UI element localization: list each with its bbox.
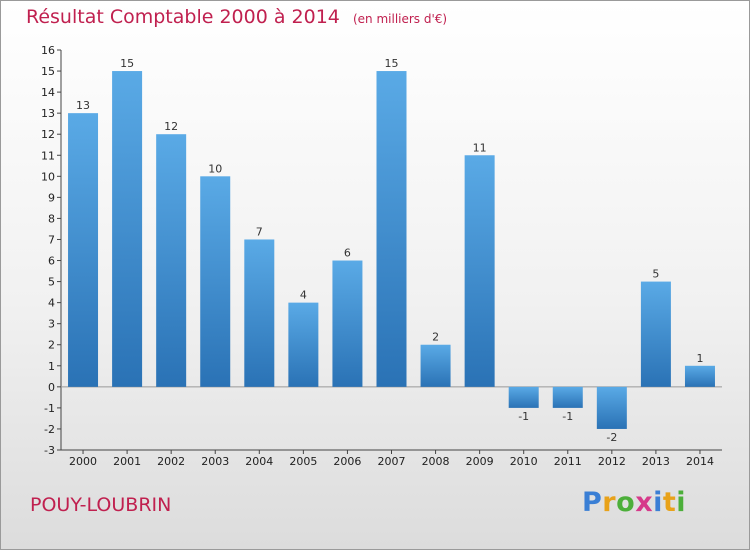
data-label: 12 — [164, 120, 178, 133]
y-tick-label: 7 — [48, 233, 55, 246]
x-tick-label: 2013 — [642, 455, 670, 468]
data-label: -1 — [562, 410, 573, 423]
x-tick-label: 2011 — [554, 455, 582, 468]
bar — [420, 344, 451, 387]
y-tick-label: 9 — [48, 191, 55, 204]
x-tick-label: 2006 — [333, 455, 361, 468]
x-tick-label: 2007 — [378, 455, 406, 468]
data-label: 15 — [385, 57, 399, 70]
data-label: 11 — [473, 141, 487, 154]
y-tick-label: -2 — [44, 423, 55, 436]
bar — [640, 281, 671, 387]
y-tick-label: 6 — [48, 255, 55, 268]
y-tick-label: 3 — [48, 318, 55, 331]
y-tick-label: 14 — [41, 86, 55, 99]
bar — [244, 239, 275, 387]
x-tick-label: 2005 — [289, 455, 317, 468]
chart-title-block: Résultat Comptable 2000 à 2014 (en milli… — [26, 6, 447, 28]
y-tick-label: -3 — [44, 444, 55, 457]
data-label: 7 — [256, 225, 263, 238]
x-tick-label: 2002 — [157, 455, 185, 468]
bar — [288, 302, 319, 387]
logo-letter: P — [582, 487, 603, 518]
y-tick-label: 4 — [48, 297, 55, 310]
logo-letter: i — [653, 487, 663, 518]
y-tick-label: 2 — [48, 339, 55, 352]
commune-name: POUY-LOUBRIN — [30, 494, 172, 516]
x-tick-label: 2012 — [598, 455, 626, 468]
bar — [596, 386, 627, 429]
data-label: 4 — [300, 289, 307, 302]
x-tick-label: 2014 — [686, 455, 714, 468]
logo-letter: r — [602, 487, 617, 518]
bar — [464, 155, 495, 387]
chart-unit: (en milliers d'€) — [352, 12, 448, 26]
data-label: 13 — [76, 99, 90, 112]
logo-letter: i — [676, 487, 687, 518]
y-tick-label: 8 — [48, 212, 55, 225]
y-tick-label: 15 — [41, 65, 55, 78]
x-tick-label: 2010 — [510, 455, 538, 468]
data-label: 2 — [432, 331, 439, 344]
bar — [684, 365, 715, 387]
y-tick-label: 10 — [41, 170, 55, 183]
data-label: 6 — [344, 247, 351, 260]
data-label: -1 — [518, 410, 529, 423]
y-tick-label: 5 — [48, 276, 55, 289]
x-tick-label: 2001 — [113, 455, 141, 468]
logo-letter: o — [616, 487, 636, 518]
bar — [332, 260, 363, 387]
logo-letter: t — [662, 487, 677, 518]
data-label: -2 — [606, 431, 617, 444]
y-tick-label: 11 — [41, 149, 55, 162]
x-tick-label: 2009 — [466, 455, 494, 468]
bar — [552, 386, 583, 408]
bar — [200, 176, 231, 387]
chart-title: Résultat Comptable 2000 à 2014 — [26, 6, 340, 28]
x-tick-label: 2000 — [69, 455, 97, 468]
data-label: 15 — [120, 57, 134, 70]
data-label: 1 — [696, 352, 703, 365]
y-tick-label: -1 — [44, 402, 55, 415]
x-tick-label: 2004 — [245, 455, 273, 468]
y-tick-label: 16 — [41, 44, 55, 57]
bar — [68, 113, 99, 387]
bars — [68, 71, 715, 429]
bar — [376, 71, 407, 387]
bar — [156, 134, 187, 387]
data-labels: 13 15 12 10 7 4 6 15 2 11 -1 -1 -2 5 1 — [76, 57, 703, 444]
x-tick-label: 2008 — [422, 455, 450, 468]
x-tick-label: 2003 — [201, 455, 229, 468]
y-tick-label: 1 — [48, 360, 55, 373]
data-label: 5 — [652, 268, 659, 281]
bar — [112, 71, 143, 387]
y-tick-label: 12 — [41, 128, 55, 141]
data-label: 10 — [208, 162, 222, 175]
y-tick-label: 13 — [41, 107, 55, 120]
proxiti-logo: Proxiti — [582, 487, 686, 518]
logo-letter: x — [635, 487, 654, 518]
bar — [508, 386, 539, 408]
y-tick-label: 0 — [48, 381, 55, 394]
